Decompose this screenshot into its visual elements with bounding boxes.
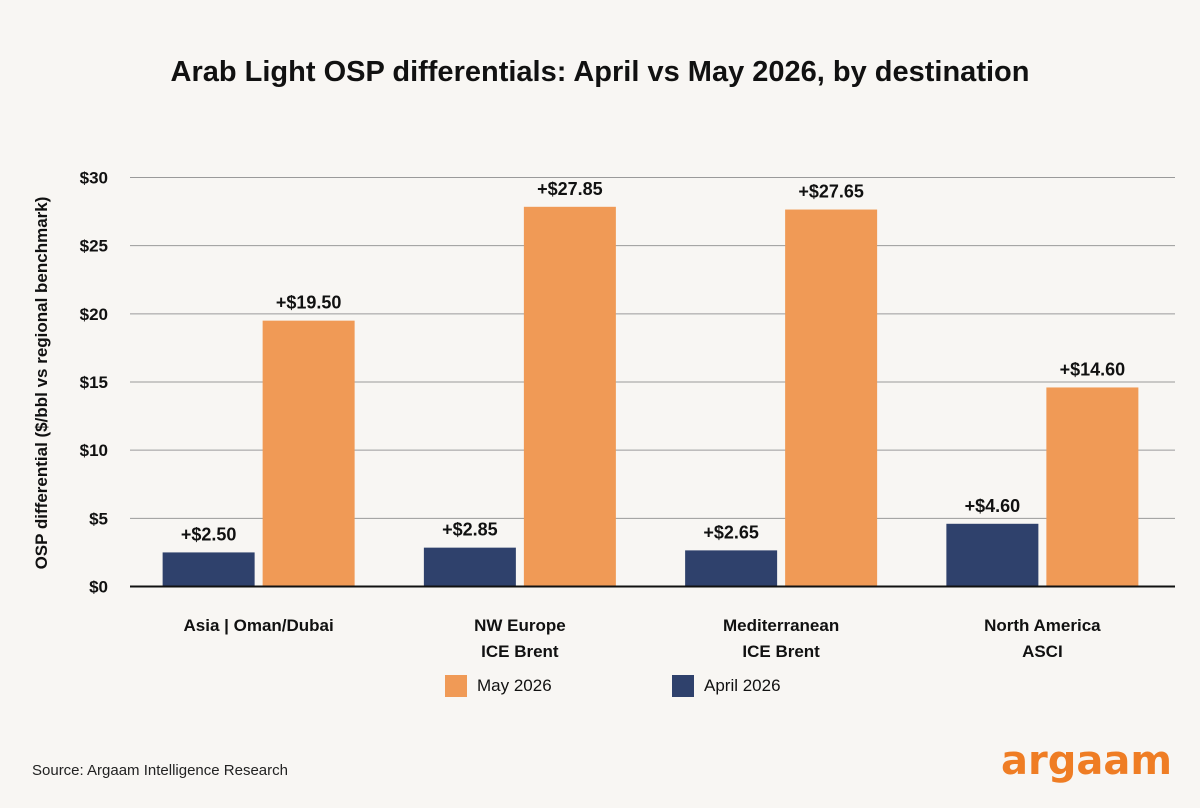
legend-label-may: May 2026: [477, 676, 552, 695]
data-label: +$19.50: [276, 293, 342, 313]
data-label: +$4.60: [965, 496, 1021, 516]
y-tick-label: $5: [89, 509, 108, 528]
bar-may: [785, 209, 878, 587]
bar-april: [946, 523, 1039, 587]
chart-title: Arab Light OSP differentials: April vs M…: [170, 56, 1030, 88]
x-tick-label: ICE Brent: [742, 642, 820, 661]
data-label: +$14.60: [1060, 359, 1126, 379]
x-tick-label: Asia | Oman/Dubai: [184, 616, 334, 635]
legend-label-april: April 2026: [704, 676, 781, 695]
y-tick-label: $30: [80, 169, 108, 188]
data-label: +$2.85: [442, 520, 498, 540]
legend: May 2026 April 2026: [0, 675, 1200, 699]
bar-may: [1046, 387, 1139, 587]
bar-may: [262, 320, 355, 587]
y-tick-label: $0: [89, 578, 108, 597]
y-tick-label: $15: [80, 373, 108, 392]
legend-swatch-may: [445, 675, 467, 697]
x-tick-label: ICE Brent: [481, 642, 559, 661]
x-tick-label: NW Europe: [474, 616, 566, 635]
y-tick-label: $10: [80, 441, 108, 460]
y-tick-label: $25: [80, 237, 108, 256]
bar-april: [162, 552, 255, 587]
legend-item-may: May 2026: [445, 675, 552, 697]
legend-item-april: April 2026: [672, 675, 781, 697]
y-tick-label: $20: [80, 305, 108, 324]
x-tick-label: Mediterranean: [723, 616, 839, 635]
argaam-logo: argaam: [1000, 738, 1172, 784]
source-note: Source: Argaam Intelligence Research: [32, 762, 288, 779]
x-tick-label: North America: [984, 616, 1101, 635]
x-tick-label: ASCI: [1022, 642, 1063, 661]
data-label: +$27.65: [798, 182, 864, 202]
data-label: +$27.85: [537, 179, 603, 199]
bar-april: [423, 547, 516, 587]
data-label: +$2.65: [703, 522, 759, 542]
legend-swatch-april: [672, 675, 694, 697]
bar-april: [685, 550, 778, 587]
bar-may: [523, 206, 616, 587]
data-label: +$2.50: [181, 524, 237, 544]
